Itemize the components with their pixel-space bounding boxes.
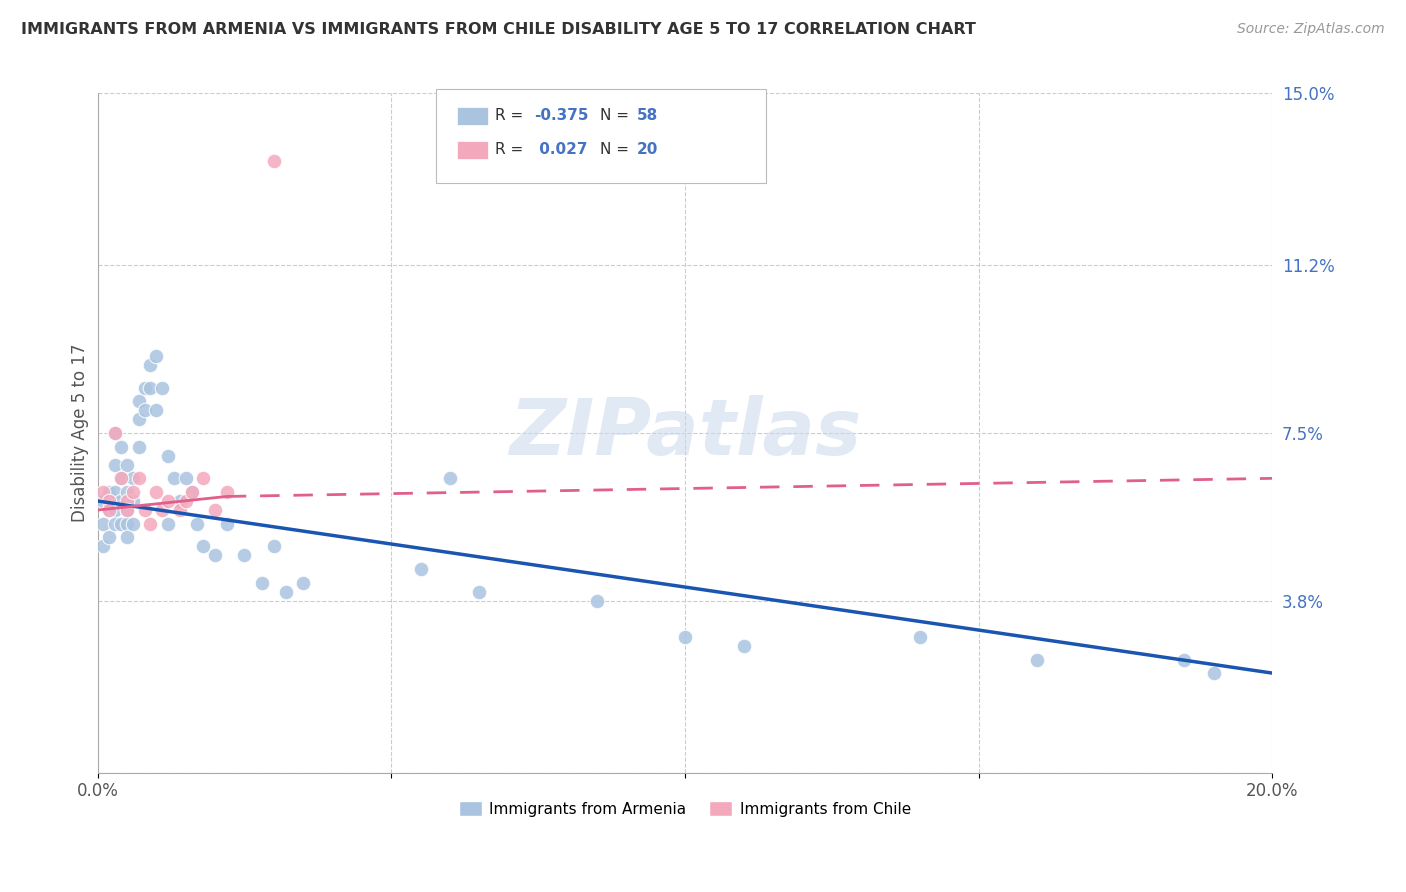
Point [145, 484, 167, 499]
Point [263, 154, 285, 169]
Point [98, 503, 121, 517]
Point [98, 484, 121, 499]
Point [93, 494, 115, 508]
Point [115, 503, 138, 517]
Point [186, 516, 208, 531]
Point [1173, 652, 1195, 666]
Point [128, 471, 150, 485]
Point [115, 503, 138, 517]
Point [468, 584, 491, 599]
Point [93, 516, 115, 531]
Point [93, 484, 115, 499]
Point [110, 516, 132, 531]
Point [134, 403, 156, 417]
Point [110, 471, 132, 485]
Point [104, 458, 127, 472]
Point [292, 575, 315, 590]
Point [908, 630, 931, 644]
Point [110, 471, 132, 485]
Point [98, 530, 121, 544]
Point [134, 381, 156, 395]
Point [174, 494, 197, 508]
Point [128, 440, 150, 454]
Point [110, 494, 132, 508]
Point [150, 503, 173, 517]
Text: N =: N = [600, 143, 634, 157]
Point [128, 394, 150, 409]
Point [104, 484, 127, 499]
Point [110, 440, 132, 454]
Point [115, 530, 138, 544]
Point [104, 425, 127, 440]
Point [174, 471, 197, 485]
Point [157, 494, 180, 508]
Point [115, 516, 138, 531]
Point [250, 575, 273, 590]
Text: 0.027: 0.027 [534, 143, 588, 157]
Point [145, 403, 167, 417]
Point [104, 425, 127, 440]
Point [121, 516, 143, 531]
Point [139, 358, 162, 372]
Point [150, 381, 173, 395]
Point [121, 494, 143, 508]
Point [104, 503, 127, 517]
Point [263, 539, 285, 553]
Point [180, 484, 202, 499]
Point [585, 593, 607, 607]
Text: R =: R = [495, 143, 529, 157]
Point [215, 484, 238, 499]
Point [409, 562, 432, 576]
Text: Source: ZipAtlas.com: Source: ZipAtlas.com [1237, 22, 1385, 37]
Point [98, 494, 121, 508]
Point [157, 449, 180, 463]
Point [733, 639, 755, 653]
Point [193, 539, 215, 553]
Point [163, 471, 186, 485]
Text: R =: R = [495, 109, 529, 123]
Point [128, 412, 150, 426]
Point [121, 471, 143, 485]
Text: IMMIGRANTS FROM ARMENIA VS IMMIGRANTS FROM CHILE DISABILITY AGE 5 TO 17 CORRELAT: IMMIGRANTS FROM ARMENIA VS IMMIGRANTS FR… [21, 22, 976, 37]
Point [180, 484, 202, 499]
Text: N =: N = [600, 109, 634, 123]
Point [274, 584, 297, 599]
Point [673, 630, 696, 644]
Point [115, 494, 138, 508]
Point [204, 503, 226, 517]
Point [121, 484, 143, 499]
Point [233, 549, 256, 563]
Point [145, 349, 167, 363]
Text: 58: 58 [637, 109, 658, 123]
Point [139, 516, 162, 531]
Point [439, 471, 461, 485]
Point [134, 503, 156, 517]
Text: -0.375: -0.375 [534, 109, 589, 123]
Point [104, 516, 127, 531]
Y-axis label: Disability Age 5 to 17: Disability Age 5 to 17 [72, 343, 89, 523]
Point [115, 458, 138, 472]
Point [98, 503, 121, 517]
Point [215, 516, 238, 531]
Point [93, 539, 115, 553]
Point [193, 471, 215, 485]
Point [139, 381, 162, 395]
Text: 20: 20 [637, 143, 658, 157]
Legend: Immigrants from Armenia, Immigrants from Chile: Immigrants from Armenia, Immigrants from… [453, 795, 917, 822]
Point [169, 503, 191, 517]
Point [1026, 652, 1049, 666]
Point [204, 549, 226, 563]
Text: ZIPatlas: ZIPatlas [509, 395, 860, 471]
Point [1202, 666, 1225, 681]
Point [157, 516, 180, 531]
Point [169, 494, 191, 508]
Point [115, 484, 138, 499]
